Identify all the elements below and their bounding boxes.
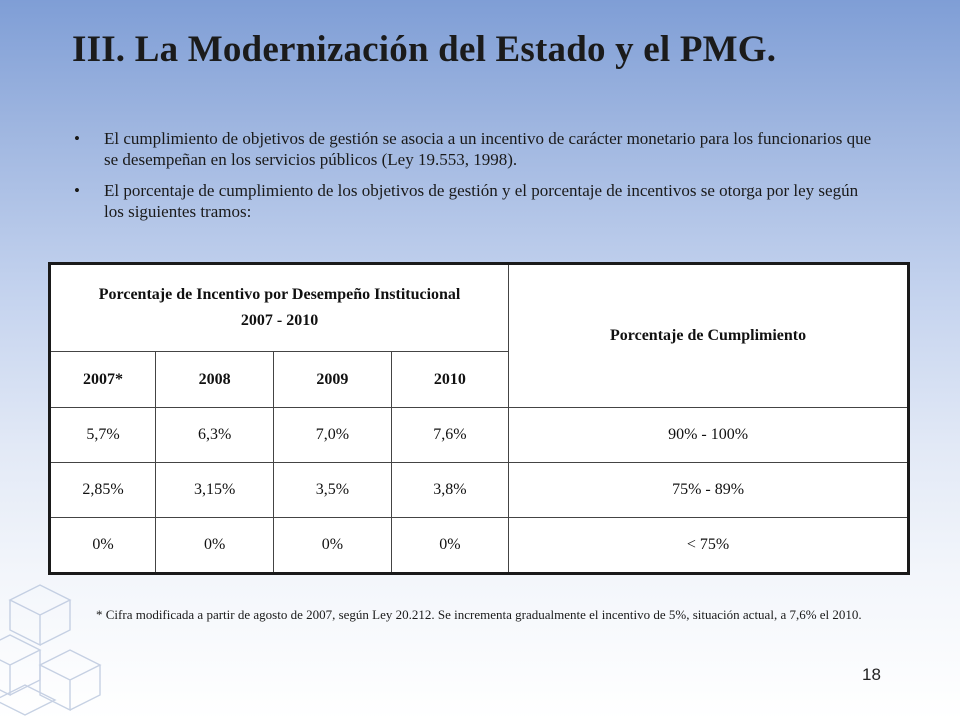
table-header-row: Porcentaje de Incentivo por Desempeño In… [48, 263, 909, 408]
table-cell: 2,85% [48, 462, 157, 518]
header-compliance: Porcentaje de Cumplimiento [508, 263, 909, 408]
header-incentive: Porcentaje de Incentivo por Desempeño In… [48, 263, 510, 352]
footnote: * Cifra modificada a partir de agosto de… [96, 607, 862, 622]
table-cell: 0% [48, 517, 157, 574]
page-number: 18 [862, 665, 881, 684]
year-header: 2010 [390, 351, 510, 408]
header-incentive-years: 2007 - 2010 [240, 312, 319, 329]
table-row: 5,7% 6,3% 7,0% 7,6% 90% - 100% [48, 407, 909, 463]
table-cell: 3,5% [273, 462, 392, 518]
table-cell-range: 90% - 100% [508, 407, 909, 463]
incentive-table: Porcentaje de Incentivo por Desempeño In… [48, 262, 910, 575]
table-cell: 7,0% [273, 407, 392, 463]
table-cell: 3,8% [390, 462, 510, 518]
table-cell-range: 75% - 89% [508, 462, 909, 518]
table-cell: 5,7% [48, 407, 157, 463]
table-row: 2,85% 3,15% 3,5% 3,8% 75% - 89% [48, 462, 909, 518]
table-cell: 0% [273, 517, 392, 574]
table-cell: 3,15% [155, 462, 275, 518]
slide-title: III. La Modernización del Estado y el PM… [72, 29, 777, 70]
table-cell: 0% [155, 517, 275, 574]
year-header: 2008 [155, 351, 275, 408]
table-cell-range: < 75% [508, 517, 909, 574]
table-row: 0% 0% 0% 0% < 75% [48, 517, 909, 574]
table-cell: 7,6% [390, 407, 510, 463]
table-year-row: 2007* 2008 2009 2010 [48, 351, 909, 408]
year-header: 2007* [48, 351, 157, 408]
bullet-item: El cumplimiento de objetivos de gestión … [72, 128, 872, 170]
table-cell: 0% [390, 517, 510, 574]
bullet-item: El porcentaje de cumplimiento de los obj… [72, 180, 872, 222]
bullet-list: El cumplimiento de objetivos de gestión … [72, 128, 872, 232]
table-cell: 6,3% [155, 407, 275, 463]
header-incentive-title: Porcentaje de Incentivo por Desempeño In… [98, 286, 461, 303]
year-header: 2009 [273, 351, 392, 408]
